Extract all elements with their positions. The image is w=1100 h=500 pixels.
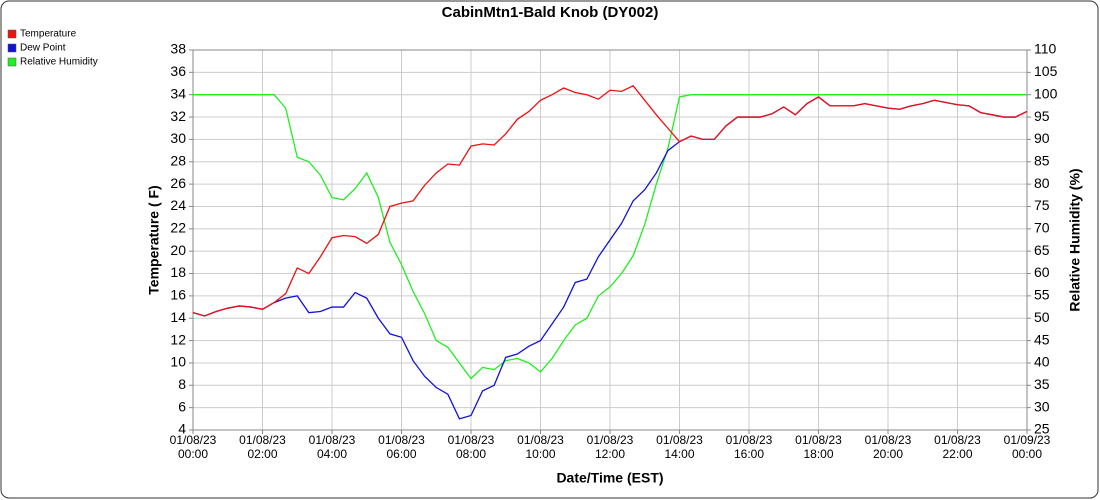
y2-tick-label: 30: [1034, 398, 1050, 414]
y2-tick-label: 50: [1034, 309, 1050, 325]
y2-tick-label: 40: [1034, 354, 1050, 370]
y2-tick-label: 90: [1034, 130, 1050, 146]
y2-tick-label: 55: [1034, 287, 1050, 303]
y-tick-label: 32: [170, 108, 186, 124]
y-tick-label: 26: [170, 175, 186, 191]
x-tick-label: 01/08/23 06:00: [378, 433, 425, 461]
y-tick-label: 24: [170, 197, 186, 213]
y-tick-label: 16: [170, 287, 186, 303]
y2-tick-label: 75: [1034, 197, 1050, 213]
x-tick-label: 01/08/23 08:00: [447, 433, 495, 461]
y2-tick-label: 110: [1034, 41, 1057, 57]
plot-frame: [192, 49, 1028, 431]
y-tick-label: 38: [170, 41, 186, 57]
x-tick-label: 01/08/23 10:00: [517, 433, 564, 461]
legend-swatch: [7, 43, 17, 53]
y-tick-label: 30: [170, 130, 186, 146]
series-line: [193, 94, 1027, 380]
chart-title: CabinMtn1-Bald Knob (DY002): [442, 4, 659, 21]
legend-swatch: [7, 29, 17, 39]
y2-tick-label: 100: [1034, 85, 1058, 101]
x-tick-label: 01/08/23 04:00: [308, 433, 356, 461]
x-tick-label: 01/08/23 22:00: [934, 433, 981, 461]
legend-label: Temperature: [20, 29, 77, 40]
y2-tick-label: 80: [1034, 175, 1050, 191]
y-tick-label: 34: [170, 85, 186, 101]
x-tick-label: 01/08/23 18:00: [795, 433, 842, 461]
y-axis-label: Temperature ( F): [146, 185, 162, 294]
series-line: [192, 84, 1028, 317]
x-tick-label: 01/08/23 02:00: [239, 433, 286, 461]
y-tick-label: 14: [170, 309, 186, 325]
y-tick-label: 36: [170, 63, 186, 79]
x-tick-label: 01/08/23 00:00: [169, 433, 217, 461]
x-tick-label: 01/08/23 12:00: [586, 433, 634, 461]
y2-tick-label: 60: [1034, 264, 1050, 280]
y-tick-label: 22: [170, 220, 186, 236]
y-tick-label: 18: [170, 264, 186, 280]
x-tick-label: 01/08/23 14:00: [656, 433, 703, 461]
y-tick-label: 10: [170, 354, 186, 370]
y-tick-label: 6: [178, 398, 186, 414]
x-tick-label: 01/09/23 00:00: [1003, 433, 1051, 461]
x-axis-label: Date/Time (EST): [556, 470, 663, 486]
y-tick-label: 12: [170, 331, 186, 347]
y2-tick-label: 45: [1034, 331, 1050, 347]
y-tick-label: 8: [178, 376, 186, 392]
y2-tick-label: 70: [1034, 220, 1050, 236]
x-tick-label: 01/08/23 20:00: [864, 433, 912, 461]
y2-tick-label: 95: [1034, 108, 1050, 124]
y2-tick-label: 35: [1034, 376, 1050, 392]
y2-tick-label: 65: [1034, 242, 1050, 258]
y2-axis-label: Relative Humidity (%): [1067, 168, 1083, 311]
y2-tick-label: 25: [1034, 421, 1050, 437]
y2-tick-label: 105: [1034, 63, 1058, 79]
legend-label: Dew Point: [20, 43, 66, 54]
x-tick-label: 01/08/23 16:00: [725, 433, 773, 461]
y-tick-label: 28: [170, 152, 186, 168]
legend-label: Relative Humidity: [20, 57, 98, 68]
y2-tick-label: 85: [1034, 152, 1050, 168]
legend-swatch: [7, 57, 17, 67]
y-tick-label: 20: [170, 242, 186, 258]
y-tick-label: 4: [178, 421, 186, 437]
